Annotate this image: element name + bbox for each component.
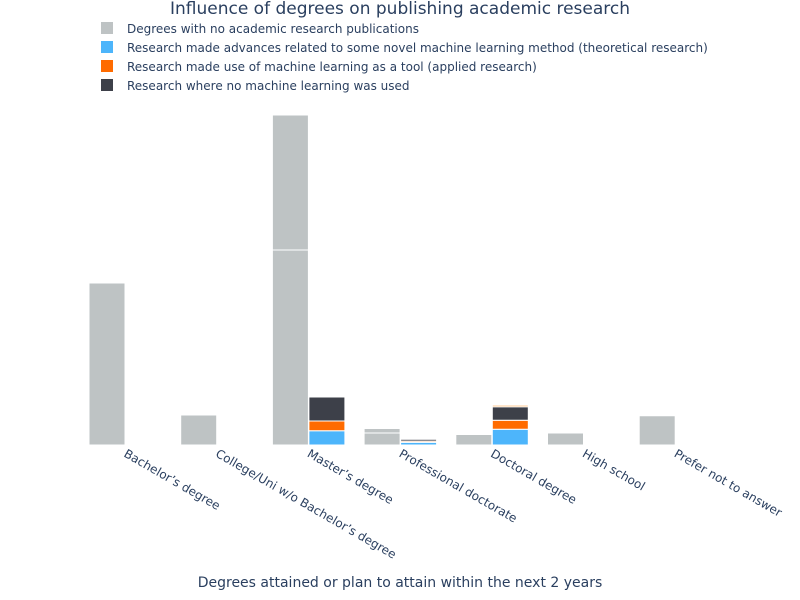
bar-top-strip-doctoral-degree [491,404,529,408]
bar-theoretical-doctoral-degree [491,428,529,446]
x-tick-label-doctoral-degree: Doctoral degree [488,446,579,506]
x-tick-label-college-uni-w-o-bachelor-s-degree: College/Uni w/o Bachelor’s degree [213,446,398,561]
legend-label-no-publications: Degrees with no academic research public… [127,22,419,36]
x-tick-label-bachelor-s-degree: Bachelor’s degree [122,446,223,512]
x-tick-label-high-school: High school [580,446,648,493]
chart-title: Influence of degrees on publishing acade… [170,0,630,19]
x-tick-label-prefer-not-to-answer: Prefer not to answer [672,446,785,519]
bar-no-ml-master-s-degree [308,396,346,422]
legend-swatch-applied [101,60,113,72]
legend-label-theoretical: Research made advances related to some n… [127,41,708,55]
bars [88,114,676,446]
legend-swatch-no-ml [101,79,113,91]
x-axis-title: Degrees attained or plan to attain withi… [198,575,603,591]
bar-no-ml-doctoral-degree [491,406,529,421]
bar-no-publications-doctoral-degree [455,434,493,446]
bar-applied-master-s-degree [308,420,346,432]
bar-no-publications-college-uni-w-o-bachelor-s-degree [180,414,218,446]
bar-no-publications-master-s-degree-1 [271,114,309,251]
legend-label-applied: Research made use of machine learning as… [127,60,537,74]
bar-no-ml-professional-doctorate [400,438,438,442]
bar-no-publications-bachelor-s-degree [88,282,126,446]
bar-applied-doctoral-degree [491,419,529,430]
x-tick-label-master-s-degree: Master’s degree [305,446,396,507]
legend-label-no-ml: Research where no machine learning was u… [127,79,410,93]
bar-no-publications-professional-doctorate [363,432,401,446]
legend-swatch-theoretical [101,41,113,53]
bar-theoretical-master-s-degree [308,430,346,446]
legend-swatch-no-publications [101,22,113,34]
bar-no-publications-professional-doctorate-1 [363,428,401,434]
legend: Degrees with no academic research public… [101,22,708,93]
bar-no-publications-prefer-not-to-answer [638,415,676,446]
bar-no-publications-master-s-degree [271,249,309,446]
bar-no-publications-high-school [547,432,584,446]
